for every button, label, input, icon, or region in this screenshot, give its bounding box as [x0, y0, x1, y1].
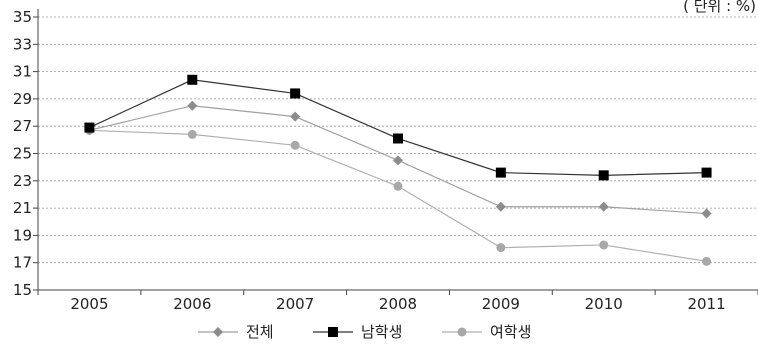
data-point-square	[598, 170, 609, 181]
y-tick-label: 21	[13, 199, 32, 217]
data-point-circle	[187, 129, 197, 139]
y-tick-label: 35	[13, 8, 32, 26]
data-point-circle	[599, 240, 609, 250]
data-point-circle	[496, 243, 506, 253]
series-layer	[84, 74, 712, 266]
data-point-circle	[290, 140, 300, 150]
series-diamond	[84, 100, 712, 219]
series-circle	[84, 125, 712, 266]
y-tick-label: 27	[13, 117, 32, 135]
data-point-diamond	[701, 208, 712, 219]
x-tick-label: 2006	[173, 295, 211, 313]
data-point-square	[187, 74, 198, 85]
legend-label: 여학생	[490, 323, 531, 341]
x-tick-label: 2010	[585, 295, 623, 313]
y-tick-label: 29	[13, 90, 32, 108]
series-line	[89, 129, 707, 262]
data-point-circle	[702, 256, 712, 266]
legend-label: 남학생	[361, 323, 402, 341]
y-tick-label: 15	[13, 281, 32, 299]
legend-marker-circle	[457, 327, 467, 337]
data-point-diamond	[393, 155, 403, 166]
data-point-square	[701, 167, 712, 178]
y-tick-label: 33	[13, 35, 32, 53]
x-tick-label: 2007	[276, 295, 314, 313]
legend-item: 전체	[198, 323, 274, 341]
legend-item: 여학생	[442, 323, 531, 341]
x-tick-label: 2011	[687, 295, 725, 313]
legend-item: 남학생	[313, 323, 402, 341]
y-tick-label: 25	[13, 145, 32, 163]
data-point-diamond	[290, 111, 301, 122]
y-tick-label: 19	[13, 226, 32, 244]
y-tick-label: 31	[13, 63, 32, 81]
legend-marker-diamond	[213, 327, 223, 337]
data-point-diamond	[495, 201, 506, 212]
grid-layer	[38, 16, 758, 264]
data-point-diamond	[187, 100, 198, 111]
data-point-square	[393, 133, 403, 144]
legend: 전체 남학생 여학생	[198, 323, 531, 341]
unit-note: ( 단위 : %)	[683, 0, 756, 15]
data-point-square	[495, 167, 506, 178]
data-point-diamond	[598, 201, 609, 212]
data-point-square	[84, 122, 95, 133]
data-point-square	[290, 88, 301, 99]
data-point-circle	[393, 181, 403, 191]
y-tick-label: 17	[13, 254, 32, 272]
legend-marker-square	[328, 327, 338, 337]
axis-layer: 15 17 19 21 23 25 27 29 31 33 35 2005 2006 2007 2008 20…	[13, 8, 758, 313]
y-tick-label: 23	[13, 172, 32, 190]
x-tick-label: 2005	[70, 295, 108, 313]
x-tick-label: 2009	[482, 295, 520, 313]
x-tick-label: 2008	[379, 295, 417, 313]
legend-label: 전체	[246, 323, 274, 341]
series-square	[84, 74, 712, 181]
